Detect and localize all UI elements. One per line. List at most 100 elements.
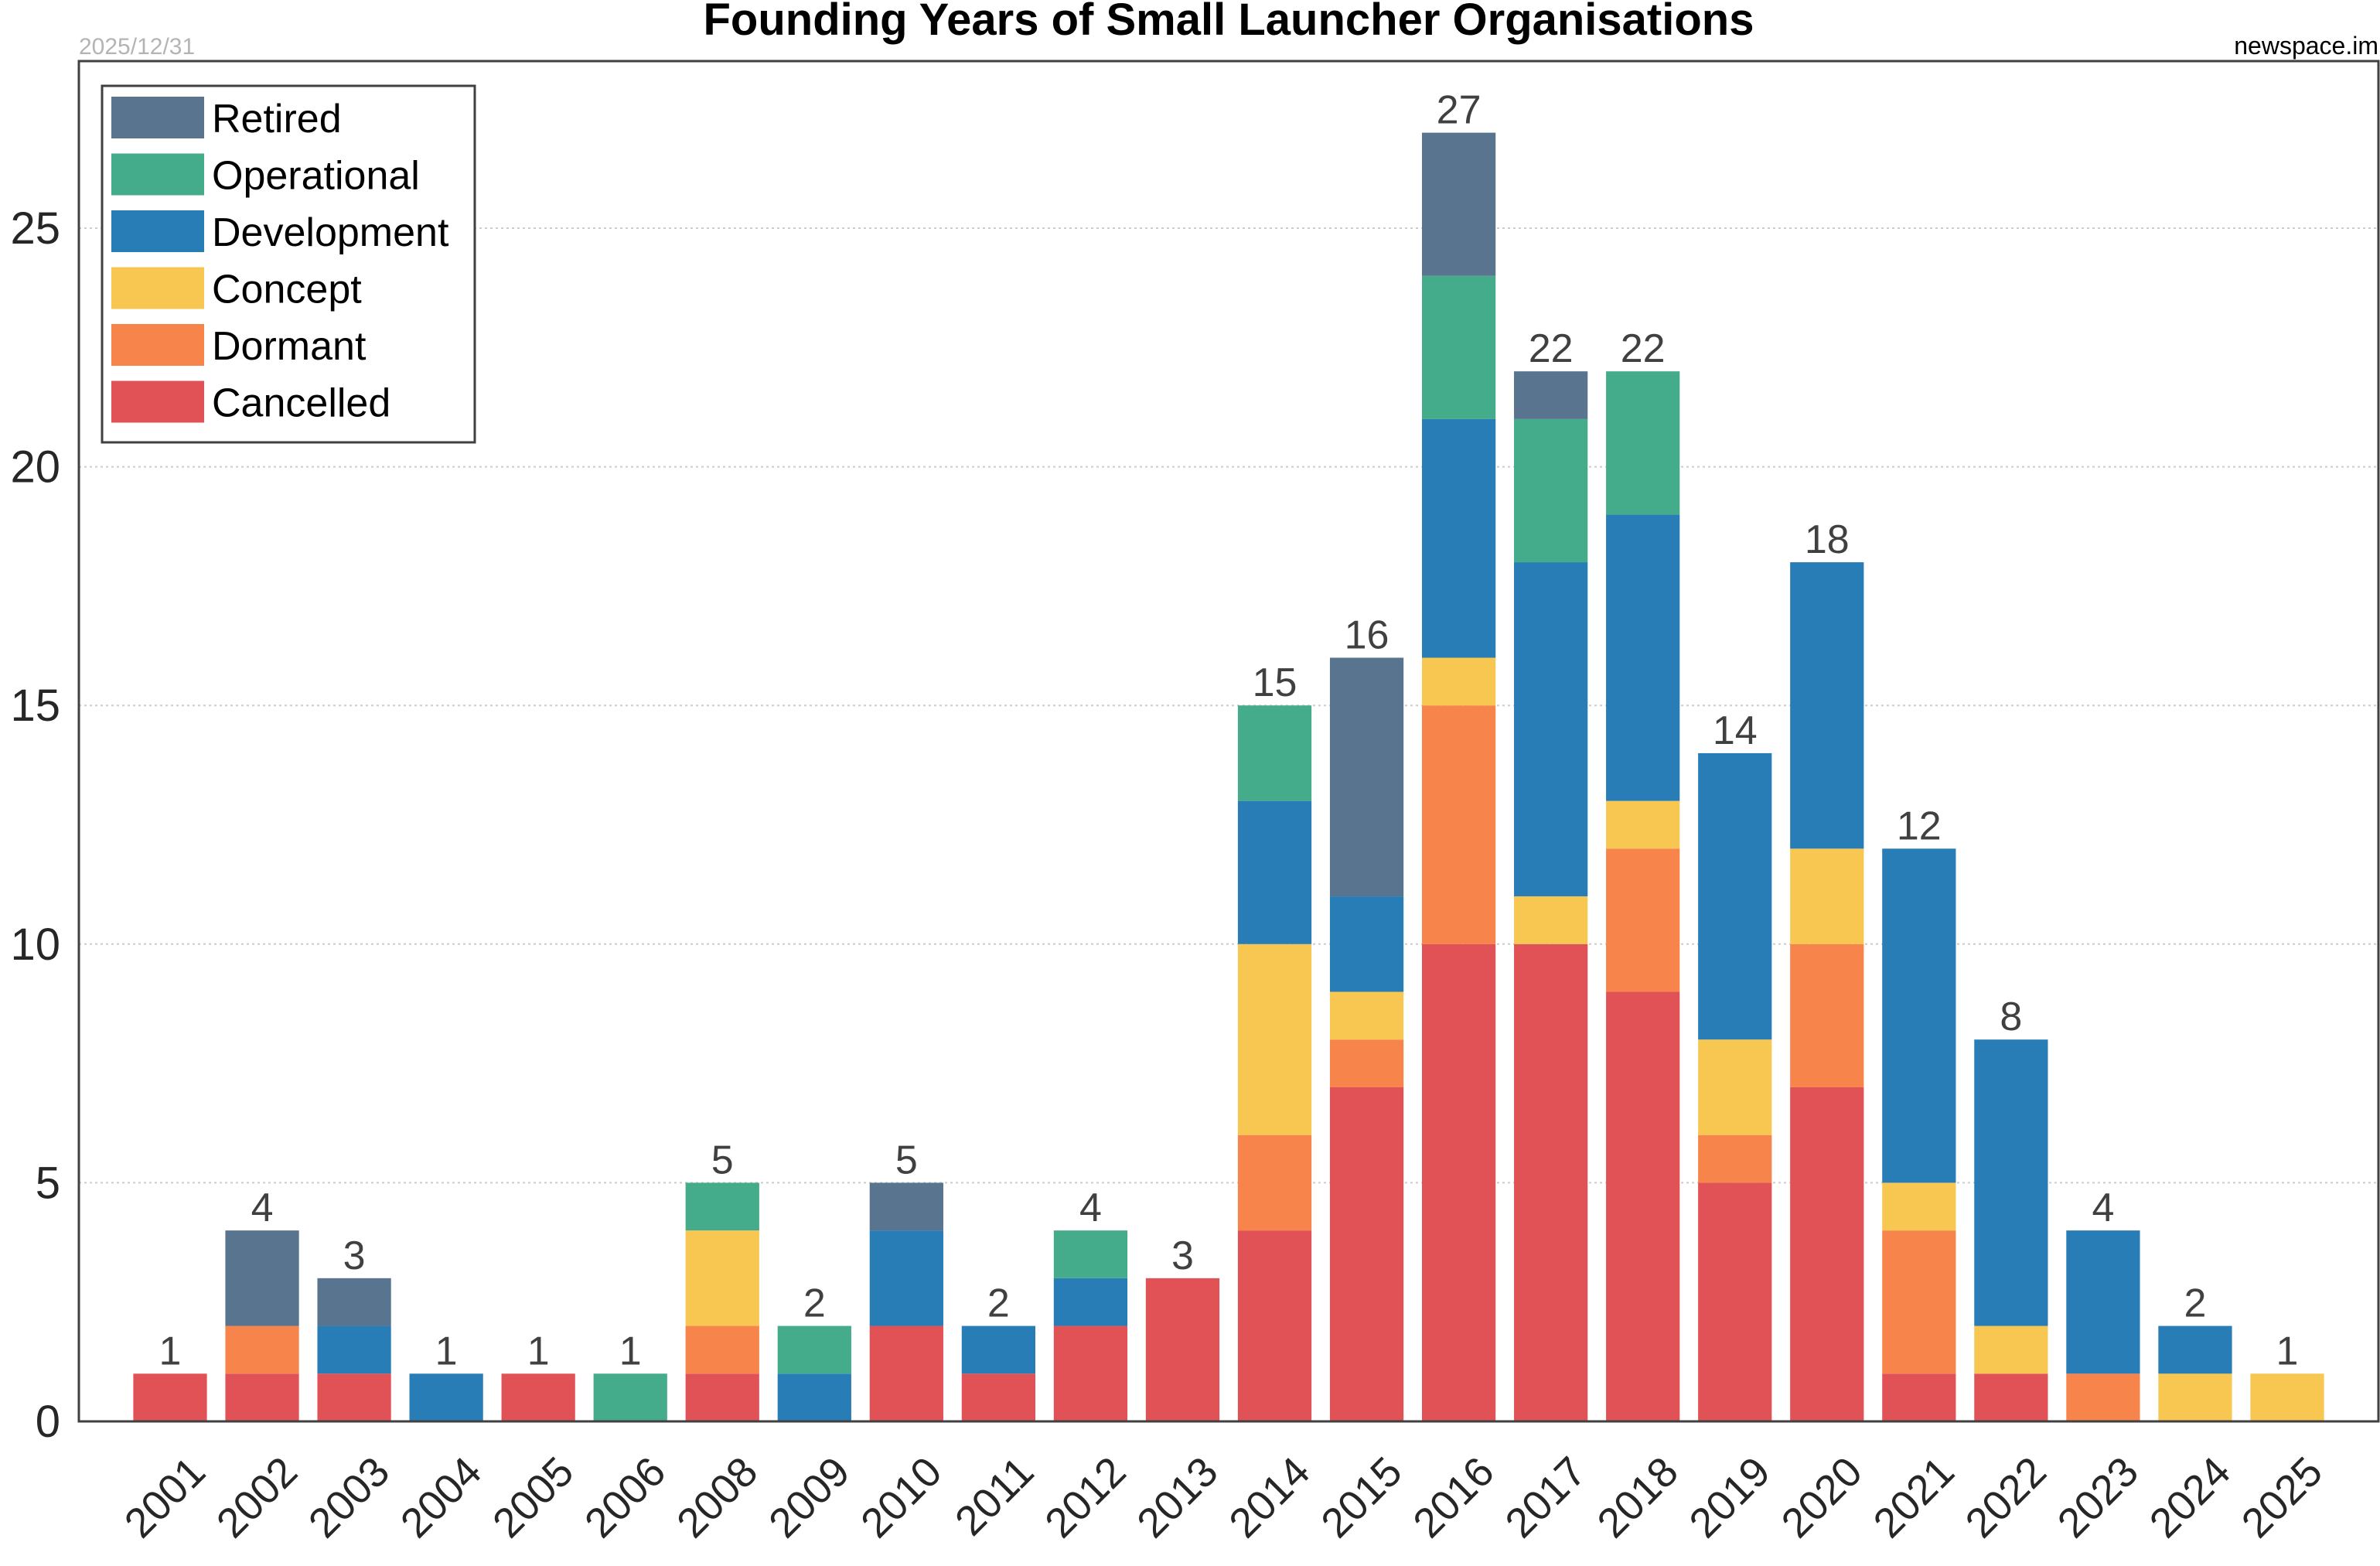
total-label-2009: 2 (803, 1281, 826, 1326)
total-label-2012: 4 (1079, 1186, 1102, 1230)
bar-segment-concept-2015 (1329, 991, 1404, 1040)
bar-segment-cancelled-2011 (961, 1373, 1036, 1421)
bar-segment-development-2021 (1882, 848, 1956, 1183)
x-tick-label-2009: 2009 (760, 1448, 858, 1547)
x-tick-label-2014: 2014 (1220, 1448, 1318, 1547)
total-label-2010: 5 (895, 1138, 918, 1182)
bar-segment-development-2004 (409, 1373, 483, 1421)
total-label-2017: 22 (1529, 326, 1574, 371)
x-tick-label-2003: 2003 (300, 1448, 398, 1547)
bar-segment-concept-2021 (1882, 1182, 1956, 1231)
x-tick-label-2022: 2022 (1957, 1448, 2055, 1547)
bar-segment-cancelled-2017 (1514, 943, 1588, 1421)
total-label-2013: 3 (1171, 1233, 1194, 1278)
bar-segment-cancelled-2016 (1421, 943, 1496, 1421)
x-tick-label-2015: 2015 (1312, 1448, 1410, 1547)
bar-segment-operational-2018 (1606, 371, 1680, 515)
bar-segment-cancelled-2012 (1053, 1325, 1128, 1421)
bar-segment-cancelled-2003 (317, 1373, 391, 1421)
y-axis-ticks: 0 5 10 15 20 25 (10, 203, 60, 1447)
bar-segment-dormant-2015 (1329, 1039, 1404, 1087)
bar-segment-concept-2025 (2250, 1373, 2324, 1421)
legend-swatch-cancelled (111, 380, 204, 423)
x-tick-label-2004: 2004 (392, 1448, 490, 1547)
bar-segment-concept-2014 (1237, 943, 1312, 1135)
total-label-2006: 1 (619, 1329, 642, 1373)
bar-segment-dormant-2008 (685, 1325, 759, 1374)
total-label-2024: 2 (2184, 1281, 2206, 1326)
bar-segment-cancelled-2008 (685, 1373, 759, 1421)
bar-segment-development-2016 (1421, 418, 1496, 658)
bars (133, 132, 2324, 1421)
bar-segment-development-2012 (1053, 1278, 1128, 1326)
legend-swatch-operational (111, 153, 204, 196)
x-tick-label-2021: 2021 (1865, 1448, 1963, 1547)
legend-label-cancelled: Cancelled (212, 381, 390, 426)
x-tick-label-2005: 2005 (484, 1448, 582, 1547)
x-tick-label-2002: 2002 (208, 1448, 306, 1547)
legend-label-concept: Concept (212, 268, 362, 312)
bar-segment-concept-2022 (1974, 1325, 2048, 1374)
total-label-2016: 27 (1437, 88, 1482, 133)
bar-segment-cancelled-2015 (1329, 1087, 1404, 1421)
bar-segment-development-2019 (1698, 752, 1772, 1040)
x-tick-label-2025: 2025 (2233, 1448, 2331, 1547)
bar-segment-cancelled-2022 (1974, 1373, 2048, 1421)
bar-segment-development-2003 (317, 1325, 391, 1374)
bar-segment-cancelled-2010 (869, 1325, 943, 1421)
bar-segment-dormant-2016 (1421, 705, 1496, 944)
bar-segment-cancelled-2013 (1145, 1278, 1220, 1421)
bar-segment-retired-2003 (317, 1278, 391, 1326)
bar-segment-concept-2020 (1790, 848, 1864, 944)
total-label-2023: 4 (2092, 1186, 2114, 1230)
bar-segment-retired-2015 (1329, 657, 1404, 897)
total-label-2002: 4 (251, 1186, 274, 1230)
bar-segment-development-2024 (2158, 1325, 2232, 1374)
bar-segment-operational-2012 (1053, 1230, 1128, 1278)
x-tick-label-2016: 2016 (1404, 1448, 1502, 1547)
bar-segment-development-2023 (2066, 1230, 2140, 1374)
total-label-2014: 15 (1253, 660, 1297, 705)
bar-segment-development-2017 (1514, 562, 1588, 897)
bar-segment-cancelled-2005 (501, 1373, 575, 1421)
total-label-2015: 16 (1345, 612, 1389, 657)
y-tick-label: 0 (36, 1397, 60, 1447)
bar-segment-concept-2016 (1421, 657, 1496, 706)
plot-frame (77, 60, 2380, 1423)
total-label-2008: 5 (711, 1138, 734, 1182)
bar-segment-development-2010 (869, 1230, 943, 1326)
x-tick-label-2020: 2020 (1773, 1448, 1871, 1547)
x-tick-label-2017: 2017 (1496, 1448, 1594, 1547)
y-tick-label: 25 (10, 203, 60, 254)
bar-segment-concept-2018 (1606, 800, 1680, 849)
bar-segment-dormant-2020 (1790, 943, 1864, 1087)
legend-label-retired: Retired (212, 97, 342, 142)
bar-segment-dormant-2014 (1237, 1134, 1312, 1231)
x-tick-label-2006: 2006 (576, 1448, 674, 1547)
total-label-2001: 1 (159, 1329, 182, 1373)
x-tick-label-2008: 2008 (668, 1448, 766, 1547)
x-tick-label-2001: 2001 (116, 1448, 214, 1547)
bar-segment-concept-2019 (1698, 1039, 1772, 1135)
total-label-2019: 14 (1713, 708, 1758, 753)
bar-segment-cancelled-2001 (133, 1373, 207, 1421)
x-tick-label-2023: 2023 (2049, 1448, 2147, 1547)
total-label-2025: 1 (2276, 1329, 2299, 1373)
x-tick-label-2011: 2011 (946, 1448, 1043, 1545)
legend-label-development: Development (212, 210, 449, 255)
bar-segment-development-2015 (1329, 896, 1404, 992)
chart-title: Founding Years of Small Launcher Organis… (704, 0, 1754, 45)
date-label: 2025/12/31 (79, 34, 195, 60)
legend-swatch-concept (111, 267, 204, 309)
total-label-2011: 2 (987, 1281, 1010, 1326)
bar-segment-cancelled-2019 (1698, 1182, 1772, 1421)
bar-segment-dormant-2021 (1882, 1230, 1956, 1374)
bar-segment-development-2018 (1606, 514, 1680, 801)
bar-segment-development-2020 (1790, 562, 1864, 849)
legend: Retired Operational Development Concept Dorm… (101, 84, 476, 444)
bar-segment-operational-2009 (777, 1325, 851, 1374)
y-tick-label: 5 (36, 1158, 60, 1208)
bar-segment-retired-2017 (1514, 371, 1588, 419)
